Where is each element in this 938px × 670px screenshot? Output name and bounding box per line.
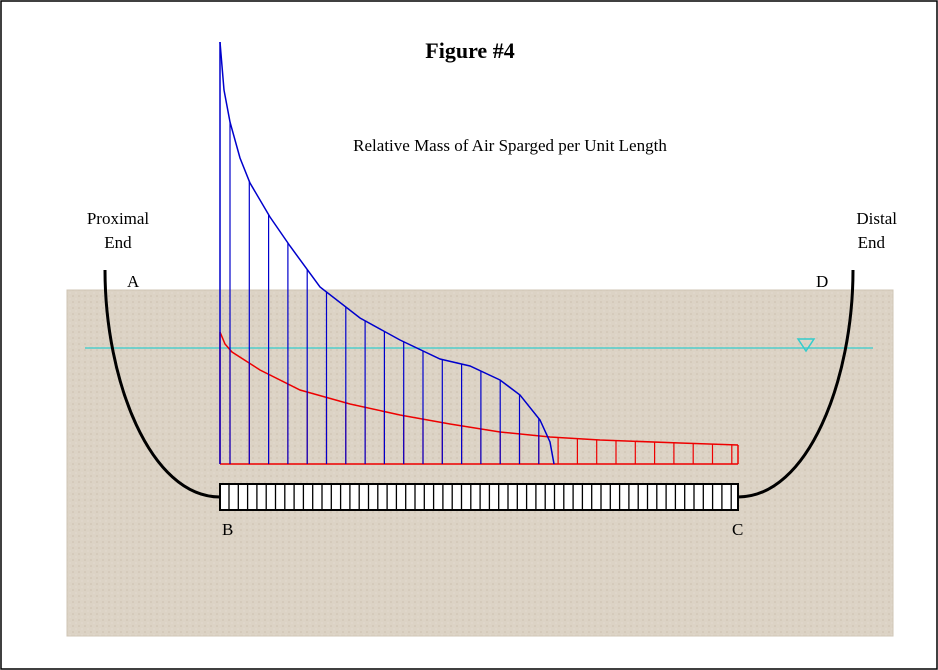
distal-label: Distal	[856, 209, 897, 228]
ground	[66, 289, 894, 637]
pipe-right	[737, 269, 855, 499]
point-label: A	[127, 272, 140, 291]
screen-body	[219, 483, 739, 511]
water-symbol	[796, 338, 816, 353]
point-label: B	[222, 520, 233, 539]
proximal-label: Proximal	[87, 209, 150, 228]
blue-curve	[219, 41, 555, 465]
mass-curves	[219, 41, 739, 465]
well-screen	[219, 483, 739, 511]
distal-label: End	[858, 233, 886, 252]
red-curve	[219, 331, 739, 446]
point-label: C	[732, 520, 743, 539]
subtitle: Relative Mass of Air Sparged per Unit Le…	[353, 136, 667, 155]
pipe-left	[103, 269, 221, 499]
proximal-label: End	[104, 233, 132, 252]
title: Figure #4	[425, 38, 514, 63]
point-label: D	[816, 272, 828, 291]
